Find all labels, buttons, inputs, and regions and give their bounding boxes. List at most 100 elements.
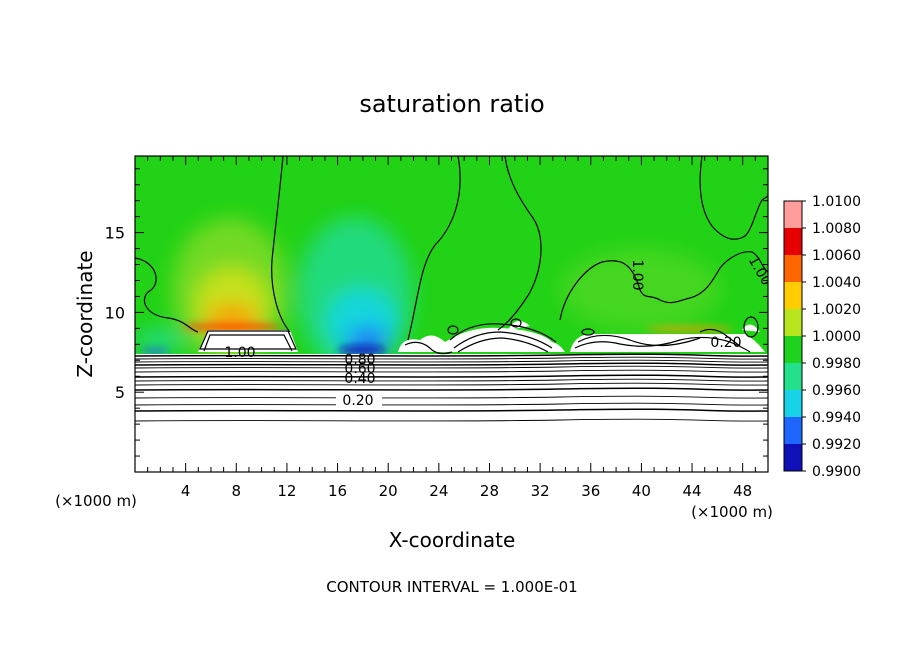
colorbar-label: 1.0060 <box>812 248 861 264</box>
colorbar-swatch <box>784 417 802 445</box>
dry-edge <box>338 345 386 355</box>
colorbar-label: 1.0100 <box>812 194 861 210</box>
contour-label: 0.60 <box>344 361 375 377</box>
x-tick-label: 20 <box>379 482 398 500</box>
contour-layer <box>135 374 768 378</box>
contour-label: 1.00 <box>224 345 255 361</box>
x-tick-label: 40 <box>632 482 651 500</box>
contour-label: 0.40 <box>344 371 375 387</box>
chart-title: saturation ratio <box>359 90 544 118</box>
colorbar-label: 1.0040 <box>812 275 861 291</box>
contour-closed-1 <box>743 316 759 338</box>
contour-cap-middle <box>453 331 553 349</box>
lower-layer <box>135 354 768 472</box>
contour-layer <box>135 353 768 357</box>
colorbar-label: 1.0000 <box>812 329 861 345</box>
x-unit-left: (×1000 m) <box>55 492 137 510</box>
contour-layer <box>135 362 768 366</box>
contour-cap-left <box>199 330 297 350</box>
colorbar-swatch <box>784 444 802 472</box>
y-tick-labels: 5 10 15 <box>105 224 125 403</box>
colorbar-swatch <box>784 309 802 337</box>
contour-layer <box>135 378 768 382</box>
contour-1-00-d <box>699 156 768 240</box>
colorbar-swatch <box>784 282 802 310</box>
contour-label: 0.80 <box>344 352 375 368</box>
field-edges <box>141 323 734 355</box>
x-tick-label: 16 <box>328 482 347 500</box>
colorbar: 0.9900 0.9920 0.9940 0.9960 0.9980 1.0000 1.00… <box>783 194 861 480</box>
colorbar-label: 0.9920 <box>812 437 861 453</box>
x-tick-labels: 4 8 12 16 20 24 28 32 36 40 44 48 <box>181 482 752 500</box>
contour-1-00-b <box>407 156 461 341</box>
x-tick-label: 48 <box>733 482 752 500</box>
contour-1-00-left <box>135 257 199 333</box>
contour-1-00-f <box>449 323 557 343</box>
x-tick-label: 44 <box>682 482 701 500</box>
contour-1-00-a <box>271 156 291 333</box>
colorbar-label: 0.9900 <box>812 464 861 480</box>
x-unit-right: (×1000 m) <box>691 503 773 521</box>
contour-label: 0.20 <box>710 335 741 351</box>
contour-layer <box>135 359 768 363</box>
moist-edge-right <box>646 326 734 332</box>
contour-layer <box>135 418 768 422</box>
contour-label: 1.00 <box>629 259 645 290</box>
white-patch-1 <box>508 320 530 330</box>
contour-cap-left-inner <box>203 334 293 352</box>
contour-cap-right-inner <box>577 334 701 347</box>
colorbar-swatch <box>784 255 802 283</box>
x-axis <box>147 156 756 472</box>
contour-cap-middle-inner <box>457 337 549 353</box>
contour-layer <box>135 408 768 412</box>
saturation-field: 1.001.00 1.000.200.800.600.400.20 <box>135 156 768 472</box>
contour-1-00-c <box>497 156 542 331</box>
y-tick-label: 5 <box>115 383 125 402</box>
contour-layer <box>135 387 768 391</box>
colorbar-label: 1.0020 <box>812 302 861 318</box>
x-tick-label: 8 <box>232 482 242 500</box>
contour-closed-3 <box>447 325 459 335</box>
x-tick-label: 32 <box>531 482 550 500</box>
colorbar-label: 0.9960 <box>812 383 861 399</box>
colorbar-swatch <box>784 390 802 418</box>
contour-cap-mid-left <box>404 341 453 355</box>
colorbar-swatch <box>784 336 802 364</box>
x-tick-label: 24 <box>429 482 448 500</box>
contour-cap-right <box>574 336 751 353</box>
y-tick-label: 15 <box>105 224 125 243</box>
contour-layer <box>135 402 768 406</box>
colorbar-label: 0.9940 <box>812 410 861 426</box>
weak-dry-region <box>135 328 186 352</box>
contour-layer <box>135 369 768 373</box>
colorbar-swatch <box>784 228 802 256</box>
moist-edge <box>182 323 282 331</box>
contour-layer <box>135 365 768 369</box>
x-tick-label: 12 <box>277 482 296 500</box>
x-tick-label: 36 <box>581 482 600 500</box>
contour-layer <box>135 395 768 399</box>
contour-layer <box>135 356 768 360</box>
white-patch-2 <box>742 324 760 332</box>
colorbar-label: 0.9980 <box>812 356 861 372</box>
y-tick-label: 10 <box>105 303 125 322</box>
contour-closed-2 <box>510 318 522 328</box>
contour-lines <box>135 156 768 422</box>
x-axis-label: X-coordinate <box>389 528 516 552</box>
colorbar-swatch <box>784 201 802 229</box>
contour-layer <box>135 382 768 386</box>
colorbar-label: 1.0080 <box>812 221 861 237</box>
white-cap-middle <box>398 327 565 352</box>
dry-edge-left <box>141 348 169 354</box>
y-axis-label: Z-coordinate <box>73 250 97 377</box>
contour-1-00-e <box>559 251 768 321</box>
x-tick-label: 4 <box>181 482 191 500</box>
contour-1-00-g <box>699 328 741 347</box>
x-tick-label: 28 <box>480 482 499 500</box>
contour-interval-note: CONTOUR INTERVAL = 1.000E-01 <box>326 578 577 596</box>
contour-closed-4 <box>581 328 595 336</box>
contour-label: 0.20 <box>342 393 373 409</box>
colorbar-swatch <box>784 363 802 391</box>
y-axis <box>135 168 768 457</box>
